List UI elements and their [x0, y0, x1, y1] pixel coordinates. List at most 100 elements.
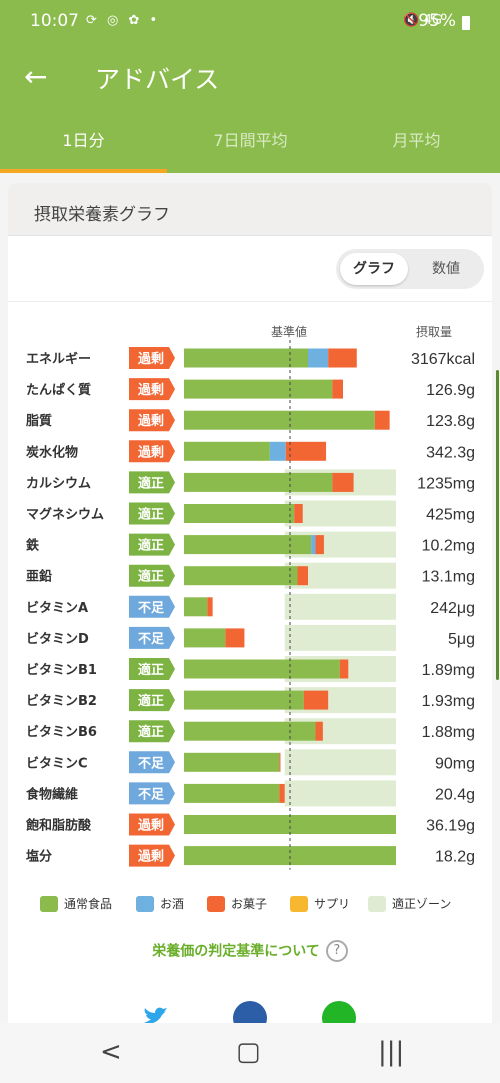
back-arrow-icon[interactable]: ←	[24, 60, 48, 93]
legend-label: 適正ゾーン	[392, 897, 452, 911]
judgement-badge	[129, 782, 175, 805]
nutrient-label: 塩分	[26, 849, 52, 865]
judgement-label: 不足	[138, 756, 165, 771]
graph-view-button[interactable]: グラフ	[340, 253, 408, 285]
intake-value: 36.19g	[426, 818, 475, 835]
judgement-badge	[129, 409, 175, 432]
judgement-label: 過剰	[137, 413, 164, 429]
judgement-label: 過剰	[137, 849, 164, 865]
period-tabs: 1日分 7日間平均 月平均	[0, 112, 500, 173]
bar-segment	[328, 348, 357, 368]
judgement-label: 不足	[138, 632, 165, 647]
bar-segment	[184, 815, 396, 834]
bar-segment	[374, 410, 390, 430]
intake-value: 20.4g	[435, 786, 475, 803]
judgement-badge	[129, 658, 175, 680]
facebook-icon[interactable]	[233, 1001, 267, 1023]
bar-segment	[184, 659, 340, 679]
proper-zone-band	[284, 593, 396, 620]
legend-swatch-food	[40, 896, 58, 912]
nutrient-label: ビタミンA	[26, 600, 88, 616]
intake-value: 342.3g	[426, 444, 475, 461]
bar-segment	[308, 348, 329, 368]
numeric-view-button[interactable]: 数値	[432, 261, 460, 277]
judgement-badge	[129, 844, 175, 867]
system-nav-bar: < ▢ |||	[0, 1023, 500, 1083]
intake-value: 13.1mg	[422, 569, 475, 586]
tab-monthly-average[interactable]: 月平均	[392, 131, 441, 150]
proper-zone-band	[284, 749, 396, 776]
intake-value: 90mg	[435, 755, 475, 772]
legend-swatch-supplement	[290, 896, 308, 912]
legend-swatch-snack	[207, 896, 225, 912]
intake-value: 5μg	[448, 631, 475, 648]
nutrient-label: マグネシウム	[26, 507, 104, 523]
bar-segment	[184, 441, 270, 461]
nutrient-label: 食物繊維	[26, 786, 78, 802]
judgement-label: 不足	[138, 787, 165, 802]
judgement-badge	[129, 502, 175, 525]
legend-swatch-zone	[368, 896, 386, 912]
judgement-badge	[129, 533, 175, 556]
intake-value: 3167kcal	[411, 351, 475, 368]
intake-value: 18.2g	[435, 849, 475, 866]
back-nav-icon[interactable]: <	[100, 1037, 122, 1067]
judgement-badge	[129, 564, 175, 587]
legend: 通常食品 お酒 お菓子 サプリ 適正ゾーン	[34, 894, 484, 914]
app-bar: ← アドバイス	[0, 46, 500, 112]
criteria-row: 栄養価の判定基準について?	[8, 940, 492, 962]
bar-segment	[184, 566, 298, 586]
bar-segment	[184, 472, 333, 492]
judgement-badge	[129, 626, 175, 649]
view-toggle: グラフ 数値	[336, 249, 484, 289]
twitter-icon[interactable]	[140, 1001, 174, 1023]
bar-segment	[332, 472, 354, 492]
help-icon[interactable]: ?	[325, 940, 348, 962]
home-nav-icon[interactable]: ▢	[236, 1037, 261, 1067]
scrollbar[interactable]	[496, 370, 499, 680]
battery-icon	[462, 16, 470, 30]
judgement-label: 過剰	[137, 444, 164, 460]
tab-seven-day-average[interactable]: 7日間平均	[213, 131, 288, 150]
intake-value: 242μg	[430, 600, 475, 617]
bar-segment	[207, 597, 213, 617]
bar-segment	[315, 721, 323, 741]
judgement-label: 過剰	[137, 351, 164, 367]
nutrient-label: エネルギー	[26, 351, 91, 367]
judgement-label: 適正	[138, 569, 164, 585]
bar-segment	[184, 597, 208, 617]
legend-swatch-alcohol	[136, 896, 154, 912]
judgement-label: 適正	[138, 507, 164, 523]
judgement-label: 適正	[138, 662, 164, 678]
network-icons: 🔇 4G	[403, 13, 442, 28]
divider	[8, 301, 492, 302]
judgement-label: 適正	[138, 475, 164, 491]
judgement-badge	[129, 471, 175, 494]
judgement-criteria-link[interactable]: 栄養価の判定基準について	[152, 943, 320, 960]
nutrient-label: 脂質	[25, 413, 52, 429]
bar-segment	[184, 783, 280, 803]
bar-segment	[279, 783, 285, 803]
judgement-badge	[129, 813, 175, 836]
line-icon[interactable]	[322, 1001, 356, 1023]
intake-value: 1.93mg	[422, 693, 475, 710]
nutrient-label: ビタミンD	[26, 631, 89, 647]
bar-segment	[315, 535, 324, 555]
judgement-label: 過剰	[137, 382, 164, 398]
tab-one-day[interactable]: 1日分	[0, 112, 167, 173]
nutrient-label: ビタミンB1	[26, 662, 97, 678]
nutrient-label: 鉄	[26, 538, 39, 554]
bar-segment	[294, 504, 303, 523]
nutrient-graph-card: 摂取栄養素グラフ グラフ 数値 基準値 摂取量 エネルギー 過剰 3167kcal た…	[8, 183, 492, 1023]
nutrient-label: ビタミンB2	[26, 693, 97, 709]
recents-nav-icon[interactable]: |||	[378, 1037, 405, 1067]
bar-segment	[339, 659, 349, 679]
nutrient-label: 亜鉛	[26, 569, 52, 585]
bar-segment	[303, 690, 329, 710]
bar-segment	[184, 846, 396, 866]
proper-zone-band	[284, 500, 396, 527]
bar-segment	[285, 441, 327, 461]
status-bar: 10:07 ⟳ ◎ ✿ • 🔇 4G 95%	[0, 0, 500, 46]
bar-segment	[184, 348, 309, 368]
